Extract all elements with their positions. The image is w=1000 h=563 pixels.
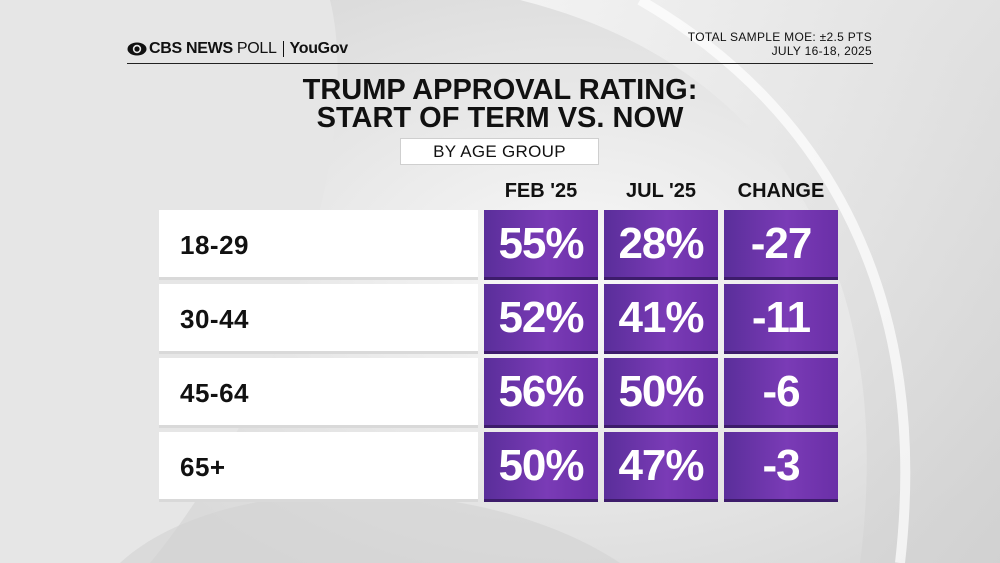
jul-value-cell: 41% — [604, 284, 718, 354]
cbs-eye-icon — [127, 42, 147, 56]
column-header-jul: JUL '25 — [626, 180, 696, 202]
date-text: JULY 16-18, 2025 — [771, 44, 872, 58]
change-value-cell: -3 — [724, 432, 838, 502]
row-label: 65+ — [180, 452, 226, 482]
jul-value-cell: 28% — [604, 210, 718, 280]
feb-value-cell: 52% — [484, 284, 598, 354]
row-label-box: 18-29 — [159, 210, 478, 280]
sample-info: TOTAL SAMPLE MOE: ±2.5 PTS JULY 16-18, 2… — [688, 30, 872, 58]
subtitle-box: BY AGE GROUP — [400, 138, 599, 165]
poll-word: POLL — [236, 40, 277, 57]
chart-title: TRUMP APPROVAL RATING: START OF TERM VS.… — [200, 74, 800, 134]
feb-value-cell: 56% — [484, 358, 598, 428]
change-value-cell: -11 — [724, 284, 838, 354]
brand-logo: CBS NEWS POLL YouGov — [127, 38, 348, 60]
header-rule — [127, 63, 873, 64]
column-header-feb: FEB '25 — [504, 180, 578, 202]
row-label-box: 30-44 — [159, 284, 478, 354]
title-line-1: TRUMP APPROVAL RATING: — [302, 74, 698, 106]
feb-value-cell: 55% — [484, 210, 598, 280]
brand-divider — [282, 41, 284, 57]
row-label: 45-64 — [180, 378, 249, 408]
column-header-change: CHANGE — [737, 180, 825, 202]
partner-name: YouGov — [289, 40, 349, 57]
jul-value-cell: 47% — [604, 432, 718, 502]
title-line-2: START OF TERM VS. NOW — [316, 102, 684, 134]
moe-text: TOTAL SAMPLE MOE: ±2.5 PTS — [687, 30, 872, 44]
change-value-cell: -6 — [724, 358, 838, 428]
jul-value-cell: 50% — [604, 358, 718, 428]
brand-name: CBS NEWS — [149, 40, 233, 57]
row-label: 18-29 — [180, 230, 249, 260]
row-label: 30-44 — [180, 304, 249, 334]
change-value-cell: -27 — [724, 210, 838, 280]
row-label-box: 65+ — [159, 432, 478, 502]
feb-value-cell: 50% — [484, 432, 598, 502]
row-label-box: 45-64 — [159, 358, 478, 428]
chart-subtitle: BY AGE GROUP — [433, 141, 566, 161]
